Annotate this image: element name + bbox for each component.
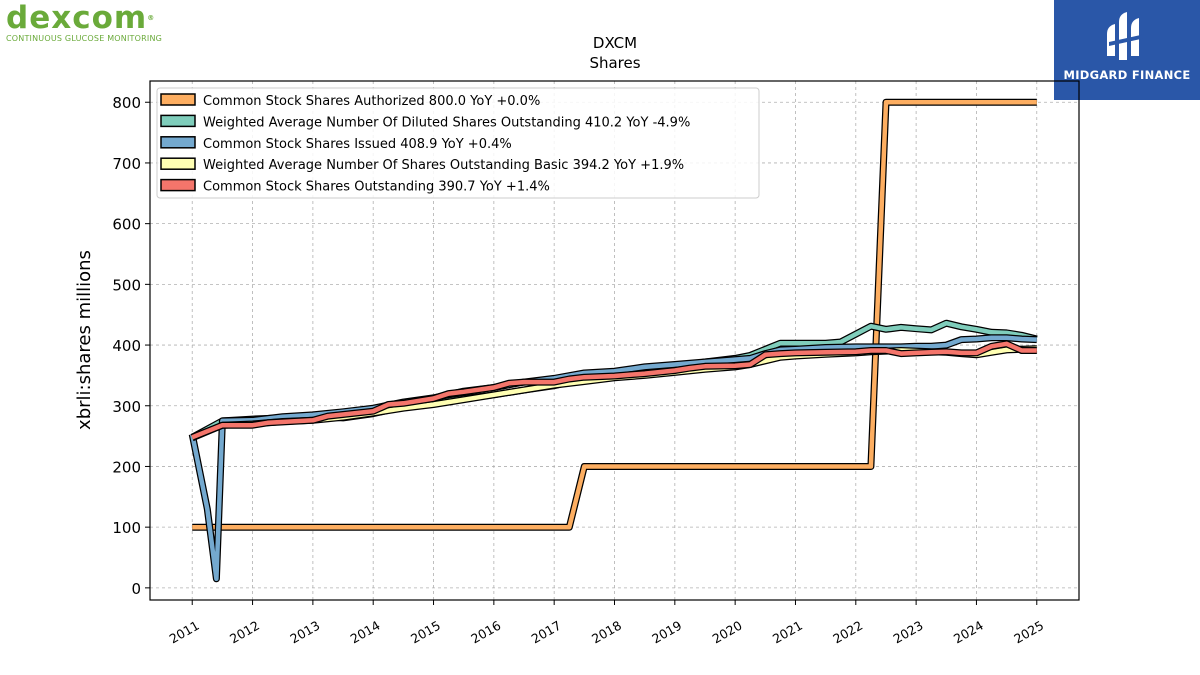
legend-entry: Common Stock Shares Issued 408.9 YoY +0.… — [203, 137, 512, 152]
x-tick-label: 2017 — [529, 618, 564, 647]
midgard-emblem-icon — [1107, 12, 1145, 60]
x-tick-label: 2018 — [589, 618, 624, 647]
series-line-common-stock-shares-authorized — [192, 99, 1037, 530]
x-tick-label: 2025 — [1011, 618, 1046, 647]
legend-swatch — [160, 178, 196, 192]
chart-subtitle: Shares — [589, 54, 640, 72]
x-tick-label: 2021 — [770, 618, 805, 647]
x-tick-label: 2019 — [649, 618, 684, 647]
legend-entry: Common Stock Shares Outstanding 390.7 Yo… — [203, 180, 550, 195]
midgard-finance-name: MIDGARD FINANCE — [1063, 68, 1191, 82]
y-tick-label: 300 — [112, 398, 141, 416]
x-tick-label: 2016 — [468, 618, 503, 647]
x-tick-label: 2012 — [227, 618, 262, 647]
y-axis-label: xbrli:shares millions — [74, 250, 95, 430]
x-tick-label: 2024 — [951, 618, 986, 647]
dexcom-logo: dexcom® CONTINUOUS GLUCOSE MONITORING — [6, 2, 162, 43]
y-tick-label: 800 — [112, 94, 141, 112]
legend-swatch — [160, 136, 196, 149]
chart-legend: Common Stock Shares Authorized 800.0 YoY… — [156, 87, 760, 199]
legend-swatch — [160, 157, 196, 170]
legend-entry: Weighted Average Number Of Diluted Share… — [203, 115, 690, 130]
series-line-common-stock-shares-issued — [189, 335, 1037, 582]
legend-entry: Common Stock Shares Authorized 800.0 YoY… — [203, 94, 540, 109]
x-tick-label: 2014 — [348, 618, 383, 647]
x-tick-label: 2023 — [891, 618, 926, 647]
y-tick-label: 700 — [112, 155, 141, 173]
x-tick-label: 2011 — [167, 618, 202, 647]
chart-title: DXCM — [593, 34, 637, 52]
registered-mark: ® — [147, 14, 156, 22]
y-tick-label: 500 — [112, 276, 141, 294]
legend-box — [156, 87, 760, 199]
dexcom-wordmark: dexcom — [6, 0, 148, 36]
x-tick-label: 2020 — [710, 618, 745, 647]
y-tick-label: 100 — [112, 519, 141, 537]
y-tick-label: 200 — [112, 458, 141, 476]
x-tick-label: 2013 — [287, 618, 322, 647]
y-tick-label: 0 — [131, 580, 141, 598]
dexcom-tagline: CONTINUOUS GLUCOSE MONITORING — [6, 34, 163, 43]
x-axis-ticks: 2011 2012 2013 2014 2015 2016 2017 2018 2019 2020… — [167, 600, 1046, 647]
midgard-finance-logo: MIDGARD FINANCE — [1054, 0, 1200, 100]
series-layer — [188, 98, 1038, 583]
series-line-common-stock-shares-outstanding — [191, 341, 1037, 440]
legend-entry: Weighted Average Number Of Shares Outsta… — [203, 158, 684, 173]
y-axis-ticks: 0 100 200 300 400 500 600 700 800 — [112, 94, 150, 598]
x-tick-label: 2022 — [830, 618, 865, 647]
legend-swatch — [160, 93, 196, 106]
y-tick-label: 600 — [112, 216, 141, 234]
legend-swatch — [160, 114, 196, 128]
x-tick-label: 2015 — [408, 618, 443, 647]
y-tick-label: 400 — [112, 337, 141, 355]
